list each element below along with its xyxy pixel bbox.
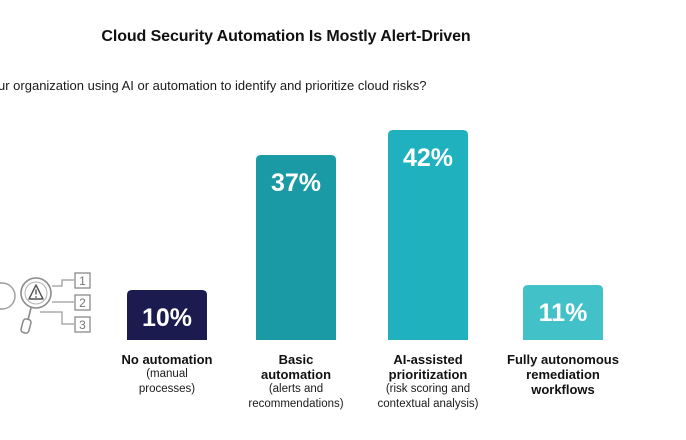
category-label-2: Basic automation (alerts and recommendation… <box>211 352 381 412</box>
category-main-label: No automation <box>121 352 213 367</box>
category-label-1: No automation (manual processes) <box>82 352 252 397</box>
category-sub-label: (risk scoring and contextual analysis) <box>377 383 479 410</box>
category-sub-label: (manual processes) <box>138 368 196 395</box>
category-sub-label: (alerts and recommendations) <box>248 383 344 410</box>
bar-value-label-1: 10% <box>142 304 192 332</box>
chart-title: Cloud Security Automation Is Mostly Aler… <box>101 28 471 45</box>
list-number-3: 3 <box>79 318 86 332</box>
category-main-label: Fully autonomous remediation workflows <box>507 352 619 397</box>
list-number-2: 2 <box>79 296 86 310</box>
category-main-label: Basic automation <box>260 352 332 382</box>
category-main-label: AI-assisted prioritization <box>388 352 468 382</box>
bar-3 <box>388 130 468 340</box>
bar-4 <box>523 285 603 340</box>
bar-2 <box>256 155 336 340</box>
category-label-3: AI-assisted prioritization (risk scoring a… <box>343 352 513 412</box>
survey-question: ur organization using AI or automation t… <box>0 78 427 93</box>
list-number-1: 1 <box>79 274 86 288</box>
bar-1 <box>127 290 207 340</box>
bar-value-label-4: 11% <box>539 299 588 327</box>
category-label-4: Fully autonomous remediation workflows <box>478 352 648 397</box>
bar-value-label-2: 37% <box>271 169 321 197</box>
bar-value-label-3: 42% <box>403 144 453 172</box>
alert-magnifier-checklist-icon: 1 2 3 <box>0 272 91 334</box>
